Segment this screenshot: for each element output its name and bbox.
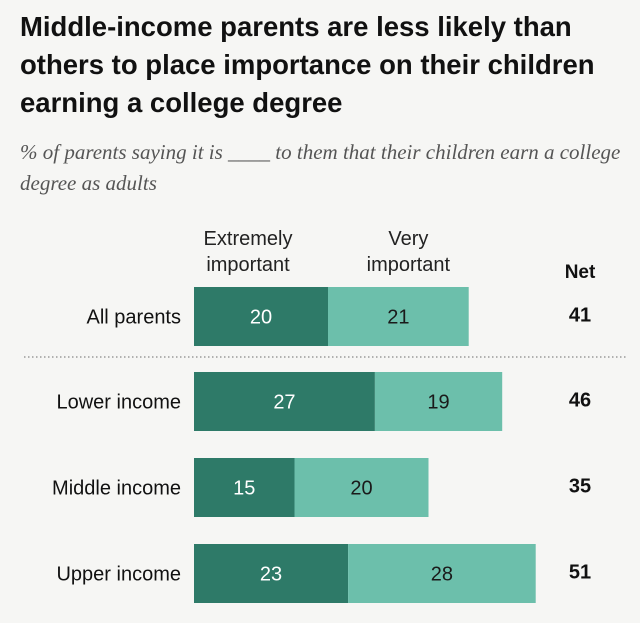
bar-very-important <box>328 287 469 346</box>
bar-extremely-important <box>194 544 349 603</box>
category-label: Middle income <box>52 478 181 500</box>
legend-label-very: important <box>367 254 451 276</box>
bar-value-label: 20 <box>350 478 372 500</box>
bar-extremely-important <box>194 458 295 517</box>
bar-row: Upper income 23 28 51 <box>56 544 591 603</box>
bar-value-label: 27 <box>273 392 295 414</box>
chart-subtitle: % of parents saying it is ____ to them t… <box>20 140 621 195</box>
category-label: All parents <box>87 307 182 329</box>
net-value: 46 <box>569 390 591 412</box>
category-label: Lower income <box>56 392 181 414</box>
legend: Extremely important Very important Net <box>204 228 596 283</box>
category-label: Upper income <box>56 564 181 586</box>
bar-value-label: 21 <box>387 307 409 329</box>
chart-title: Middle-income parents are less likely th… <box>20 11 595 118</box>
bar-value-label: 20 <box>250 307 272 329</box>
bar-very-important <box>348 544 536 603</box>
bar-row: All parents 20 21 41 <box>87 287 591 346</box>
bar-row: Lower income 27 19 46 <box>56 372 591 431</box>
net-value: 51 <box>569 562 591 584</box>
bar-extremely-important <box>194 287 328 346</box>
legend-label-extremely: important <box>206 254 290 276</box>
legend-label-extremely: Extremely <box>204 228 293 250</box>
legend-label-very: Very <box>388 228 428 250</box>
bar-row: Middle income 15 20 35 <box>52 458 591 517</box>
bar-very-important <box>374 372 503 431</box>
bar-value-label: 28 <box>431 564 453 586</box>
net-value: 35 <box>569 476 591 498</box>
bar-extremely-important <box>194 372 375 431</box>
net-value: 41 <box>569 305 591 327</box>
bar-value-label: 19 <box>427 392 449 414</box>
bar-value-label: 23 <box>260 564 282 586</box>
bar-value-label: 15 <box>233 478 255 500</box>
net-header: Net <box>565 262 596 283</box>
bar-very-important <box>294 458 429 517</box>
bars-group: All parents 20 21 41 Lower income 27 19 46 Middl… <box>24 287 628 603</box>
